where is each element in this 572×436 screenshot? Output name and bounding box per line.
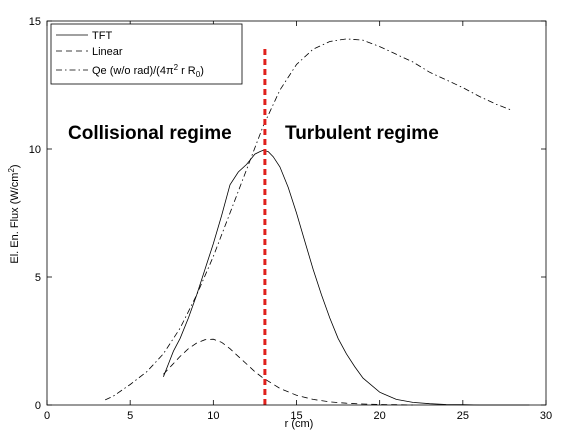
series-line-linear	[163, 338, 413, 406]
legend-label-linear: Linear	[92, 46, 123, 58]
legend-qe-suffix: )	[200, 65, 204, 77]
y-axis-label-main: El. En. Flux (W/cm	[9, 173, 21, 264]
legend-box	[50, 23, 243, 85]
legend-qe-sub: 0	[196, 70, 201, 79]
y-tick-label: 15	[29, 16, 41, 28]
y-axis-label-tail: )	[9, 164, 21, 168]
y-tick-label: 0	[35, 400, 41, 412]
x-tick-label: 15	[290, 410, 302, 422]
x-axis-label: r (cm)	[285, 418, 314, 430]
series-line-tft	[163, 149, 530, 406]
y-tick-label: 5	[35, 272, 41, 284]
x-tick-label: 0	[44, 410, 50, 422]
y-axis-label: El. En. Flux (W/cm2)	[7, 164, 21, 263]
legend: TFT Linear Qe (w/o rad)/(4π2 r R0)	[50, 23, 243, 85]
annotation-turbulent: Turbulent regime	[285, 123, 439, 144]
legend-qe-prefix: Qe (w/o rad)/(4π	[92, 65, 174, 77]
series-line-qe	[105, 38, 513, 401]
legend-label-tft: TFT	[92, 30, 112, 42]
x-tick-label: 30	[540, 410, 552, 422]
x-tick-label: 20	[374, 410, 386, 422]
series-layer	[105, 38, 530, 406]
x-tick-label: 5	[127, 410, 133, 422]
x-tick-label: 10	[207, 410, 219, 422]
legend-qe-mid: r R	[178, 65, 196, 77]
x-tick-label: 25	[457, 410, 469, 422]
y-axis-label-superscript: 2	[7, 168, 16, 173]
annotation-collisional: Collisional regime	[68, 123, 232, 144]
legend-label-qe: Qe (w/o rad)/(4π2 r R0)	[92, 63, 204, 79]
legend-qe-sup: 2	[174, 63, 179, 72]
y-tick-label: 10	[29, 144, 41, 156]
